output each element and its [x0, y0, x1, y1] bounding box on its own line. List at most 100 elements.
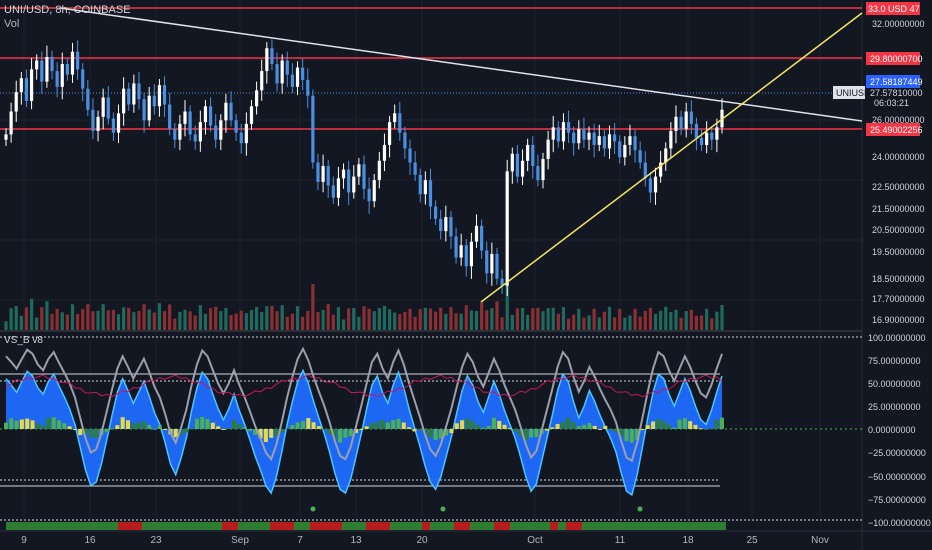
- time-axis[interactable]: 9 16 23 Sep 7 13 20 Oct 11 18 25 Nov: [21, 535, 829, 546]
- volume-bar: [377, 308, 381, 330]
- osc-histogram-bar: [470, 421, 475, 429]
- osc-histogram-bar: [412, 429, 417, 432]
- candle-body: [423, 180, 427, 195]
- volume-legend[interactable]: Vol: [4, 18, 20, 30]
- candle-body: [65, 64, 69, 75]
- volume-bar: [203, 313, 208, 330]
- candles: [4, 39, 724, 297]
- volume-bar: [306, 310, 310, 330]
- volume-bar: [193, 315, 197, 330]
- candle-body: [285, 60, 289, 75]
- volume-bar: [316, 312, 320, 330]
- osc-histogram-bar: [110, 428, 115, 430]
- candle-body: [469, 241, 473, 267]
- price-axis[interactable]: 32.00000000 26.00000000 24.00000000 22.5000…: [872, 19, 925, 325]
- osc-axis-label: 0.00000000: [868, 425, 916, 435]
- volume-bar: [311, 284, 315, 330]
- descending-trendline[interactable]: [59, 7, 863, 122]
- candle-body: [137, 83, 141, 100]
- candle-body: [505, 171, 509, 286]
- candle-body: [551, 127, 555, 140]
- ascending-trendline[interactable]: [480, 12, 863, 303]
- candle-body: [674, 116, 678, 131]
- candle-body: [290, 74, 294, 87]
- osc-histogram-bar: [4, 422, 8, 429]
- volume-bar: [76, 314, 80, 330]
- strip-segment: [134, 522, 142, 530]
- osc-histogram-bar: [301, 421, 306, 429]
- candle-body: [188, 111, 192, 135]
- volume-bar: [510, 315, 514, 330]
- volume-bar: [628, 315, 632, 330]
- osc-histogram-bar: [226, 428, 231, 430]
- candle-body: [679, 116, 683, 130]
- volume-bar: [183, 309, 187, 330]
- volume-bar: [382, 305, 387, 330]
- volume-bar: [280, 305, 284, 330]
- oscillator-title[interactable]: VS_B v8: [4, 335, 43, 346]
- osc-histogram-bar: [62, 423, 67, 429]
- strip-segment: [6, 522, 14, 530]
- tag-level-low: 25.49002256: [870, 125, 923, 135]
- volume-bar: [459, 313, 463, 330]
- volume-bar: [367, 308, 371, 330]
- volume-bars: [4, 284, 724, 330]
- candle-body: [434, 206, 438, 219]
- candle-body: [607, 134, 612, 149]
- candle-body: [648, 178, 652, 193]
- candle-body: [566, 122, 571, 133]
- volume-bar: [485, 310, 489, 330]
- osc-histogram-bar: [476, 424, 481, 429]
- candle-body: [439, 218, 443, 232]
- strip-segment: [14, 522, 22, 530]
- strip-segment: [574, 522, 582, 530]
- volume-bar: [219, 311, 223, 330]
- osc-histogram-bar: [518, 429, 523, 436]
- volume-bar: [715, 311, 719, 330]
- candle-body: [464, 245, 468, 267]
- candle-body: [326, 166, 330, 186]
- candle-body: [418, 174, 422, 195]
- osc-histogram-bar: [375, 422, 380, 429]
- volume-bar: [689, 309, 693, 330]
- candle-body: [382, 144, 387, 161]
- symbol-title[interactable]: UNI/USD, 8h, COINBASE: [4, 4, 131, 16]
- strip-segment: [510, 522, 518, 530]
- strip-segment: [246, 522, 254, 530]
- volume-bar: [418, 309, 422, 330]
- candle-body: [234, 120, 238, 133]
- osc-histogram-bar: [131, 423, 136, 429]
- volume-bar: [116, 314, 121, 330]
- volume-bar: [208, 308, 213, 330]
- volume-bar: [70, 304, 75, 330]
- volume-bar: [50, 313, 54, 330]
- osc-histogram-bar: [460, 420, 465, 429]
- osc-histogram-bar: [481, 427, 486, 429]
- candle-body: [255, 90, 259, 107]
- osc-histogram-bar: [576, 426, 581, 429]
- osc-histogram-bar: [497, 420, 502, 429]
- osc-histogram-bar: [560, 421, 565, 429]
- volume-bar: [679, 317, 683, 330]
- volume-bar: [694, 315, 699, 330]
- candle-body: [270, 48, 274, 65]
- volume-bar: [643, 310, 647, 330]
- volume-bar: [239, 310, 243, 330]
- osc-histogram-bar: [290, 424, 295, 429]
- osc-histogram-bar: [656, 419, 661, 429]
- oscillator-axis[interactable]: 100.00000000 75.00000000 50.00000000 25.000…: [868, 333, 931, 528]
- volume-bar: [398, 314, 402, 330]
- osc-histogram-bar: [274, 429, 279, 436]
- osc-histogram-bar: [598, 429, 603, 430]
- candle-body: [301, 67, 305, 80]
- time-axis-label: 16: [84, 535, 96, 546]
- strip-segment: [438, 522, 446, 530]
- volume-bar: [152, 312, 156, 330]
- strip-segment: [694, 522, 702, 530]
- volume-bar: [623, 317, 627, 330]
- strip-segment: [710, 522, 718, 530]
- volume-bar: [531, 308, 535, 330]
- candle-body: [556, 127, 560, 142]
- strip-segment: [614, 522, 622, 530]
